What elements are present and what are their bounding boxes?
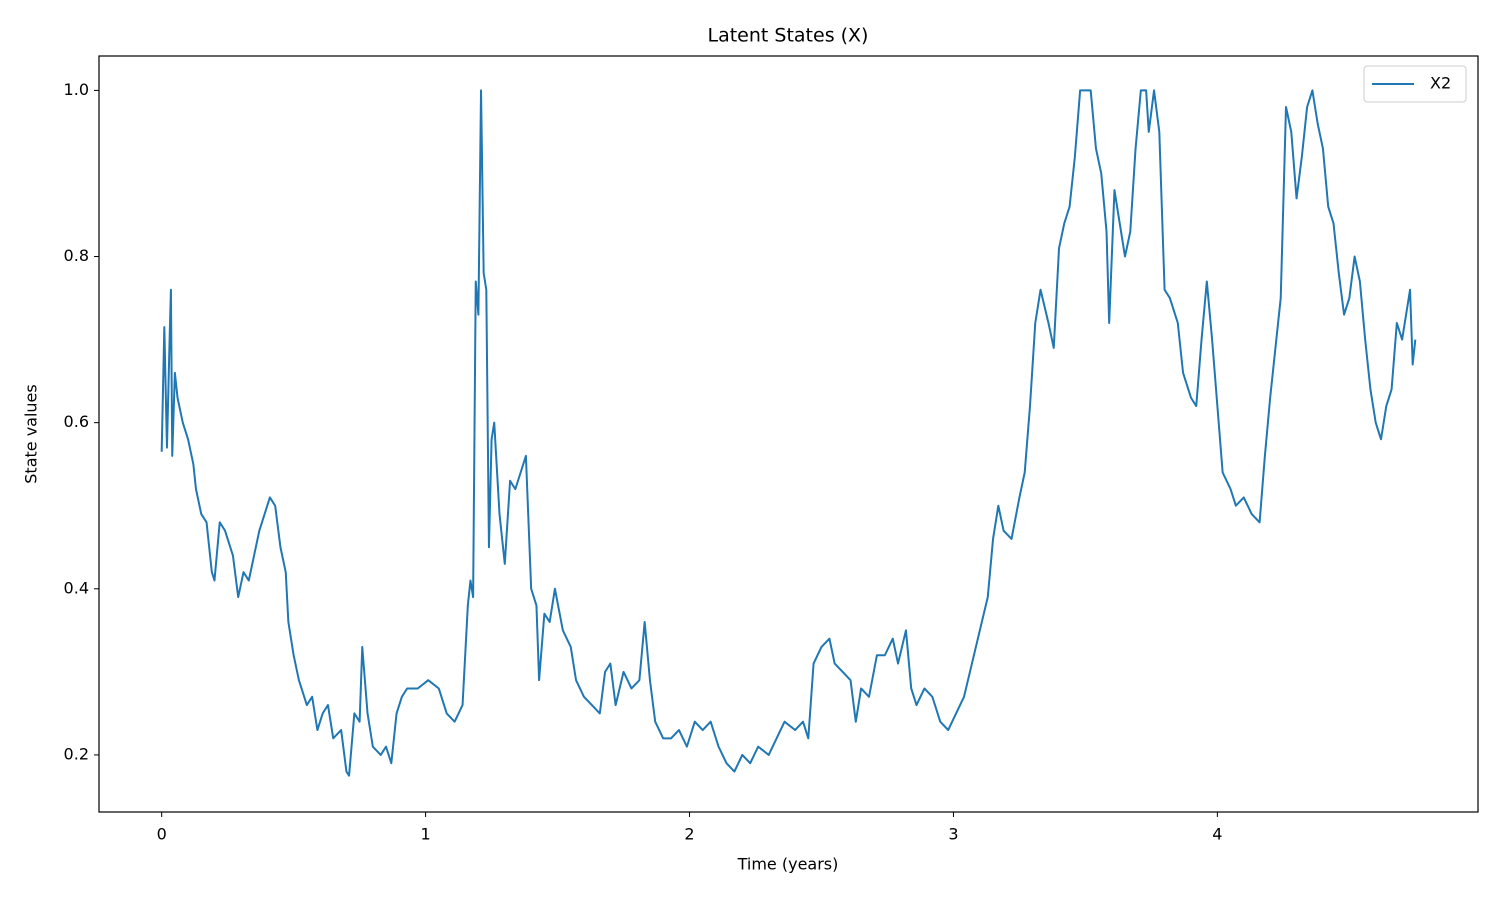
- y-tick-label: 0.4: [64, 578, 89, 597]
- plot-frame: [98, 55, 1479, 813]
- y-tick-label: 0.8: [64, 246, 89, 265]
- data-line: [160, 89, 1417, 777]
- y-tick-label: 1.0: [64, 80, 89, 99]
- y-tick-label: 0.2: [64, 744, 89, 763]
- chart-title: Latent States (X): [708, 25, 869, 47]
- legend-label: X2: [1430, 74, 1451, 93]
- legend-box: [1363, 65, 1467, 103]
- y-tick-label: 0.6: [64, 412, 89, 431]
- y-axis-label: State values: [22, 384, 41, 483]
- x-tick-label: 3: [948, 825, 958, 844]
- x-tick-label: 4: [1212, 825, 1222, 844]
- x-tick-label: 2: [684, 825, 694, 844]
- x-tick-label: 1: [421, 825, 431, 844]
- x-axis-label: Time (years): [737, 855, 839, 874]
- x-tick-label: 0: [157, 825, 167, 844]
